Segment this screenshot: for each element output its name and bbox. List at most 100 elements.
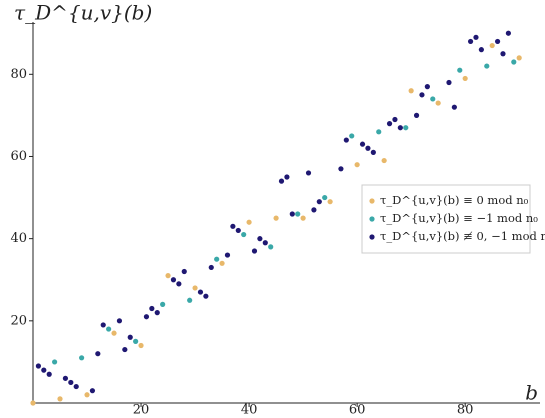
point [197, 289, 204, 295]
point [52, 359, 58, 365]
point [257, 236, 263, 242]
point [154, 310, 160, 316]
point [494, 38, 501, 45]
point [133, 338, 139, 344]
y-tick-label: 20 [10, 313, 27, 328]
point [106, 326, 112, 332]
point [62, 375, 69, 381]
point [289, 211, 295, 217]
point [57, 396, 63, 402]
point [79, 355, 85, 361]
point [95, 351, 101, 357]
legend-label: τ_D^{u,v}(b) ≡ −1 mod n₀ [380, 211, 538, 225]
legend-label: τ_D^{u,v}(b) ≡ 0 mod n₀ [380, 193, 529, 207]
point [181, 268, 187, 275]
point [241, 231, 247, 238]
point [122, 346, 128, 353]
point [446, 79, 452, 86]
point [457, 67, 463, 73]
point [149, 305, 155, 312]
point [451, 104, 457, 110]
point [192, 285, 198, 291]
point [100, 322, 106, 328]
point [349, 133, 355, 139]
point [327, 199, 333, 205]
point [343, 137, 349, 143]
x-tick-label: 80 [457, 403, 474, 418]
point [89, 388, 96, 394]
point [489, 42, 495, 49]
point [46, 371, 52, 377]
x-axis-label: b [525, 381, 538, 405]
point [386, 121, 393, 127]
point [376, 129, 382, 135]
point [370, 149, 376, 155]
point [478, 47, 484, 53]
point [300, 215, 306, 221]
point [305, 170, 312, 176]
point [84, 392, 90, 398]
point [392, 116, 398, 123]
point [230, 223, 236, 229]
point [68, 379, 74, 386]
point [165, 273, 171, 279]
point [511, 59, 517, 65]
point [160, 301, 166, 307]
point [73, 383, 79, 390]
point [30, 400, 36, 406]
point [278, 178, 285, 184]
point [435, 100, 441, 106]
x-tick-label: 40 [241, 403, 258, 418]
point [467, 38, 474, 45]
point [430, 96, 436, 102]
point [208, 264, 214, 271]
point [262, 240, 268, 246]
point [354, 162, 360, 168]
point [176, 281, 182, 287]
y-tick-label: 60 [10, 149, 27, 164]
legend-box [361, 184, 531, 254]
point [284, 174, 290, 180]
y-axis-label: τ_D^{u,v}(b) [14, 1, 152, 25]
point [419, 92, 425, 98]
point [408, 88, 414, 94]
point [273, 215, 279, 221]
point [224, 252, 231, 258]
point [413, 112, 420, 118]
point [41, 367, 47, 373]
point [424, 84, 430, 90]
x-tick-label: 20 [133, 403, 150, 418]
point [170, 277, 177, 283]
x-tick-label: 60 [349, 403, 366, 418]
point [127, 334, 133, 340]
point [338, 166, 344, 172]
point [111, 330, 117, 336]
legend-marker [369, 216, 375, 222]
point [311, 207, 317, 213]
point [316, 199, 322, 205]
point [484, 63, 490, 69]
point [359, 141, 366, 147]
point [516, 55, 522, 61]
point [500, 51, 506, 57]
point [203, 293, 209, 299]
point [365, 145, 371, 151]
point [35, 363, 42, 369]
point [251, 248, 258, 254]
point [116, 318, 123, 324]
point [462, 75, 468, 82]
legend-label: τ_D^{u,v}(b) ≢ 0, −1 mod n₀ [380, 229, 545, 243]
point [505, 30, 511, 36]
legend-marker [369, 234, 375, 240]
point [295, 211, 301, 217]
point [143, 314, 150, 320]
legend-marker [369, 198, 375, 204]
point [322, 194, 328, 201]
point [397, 125, 403, 131]
point [235, 227, 241, 234]
point [403, 125, 409, 131]
point [246, 219, 252, 225]
point [219, 260, 225, 266]
point [268, 244, 274, 250]
